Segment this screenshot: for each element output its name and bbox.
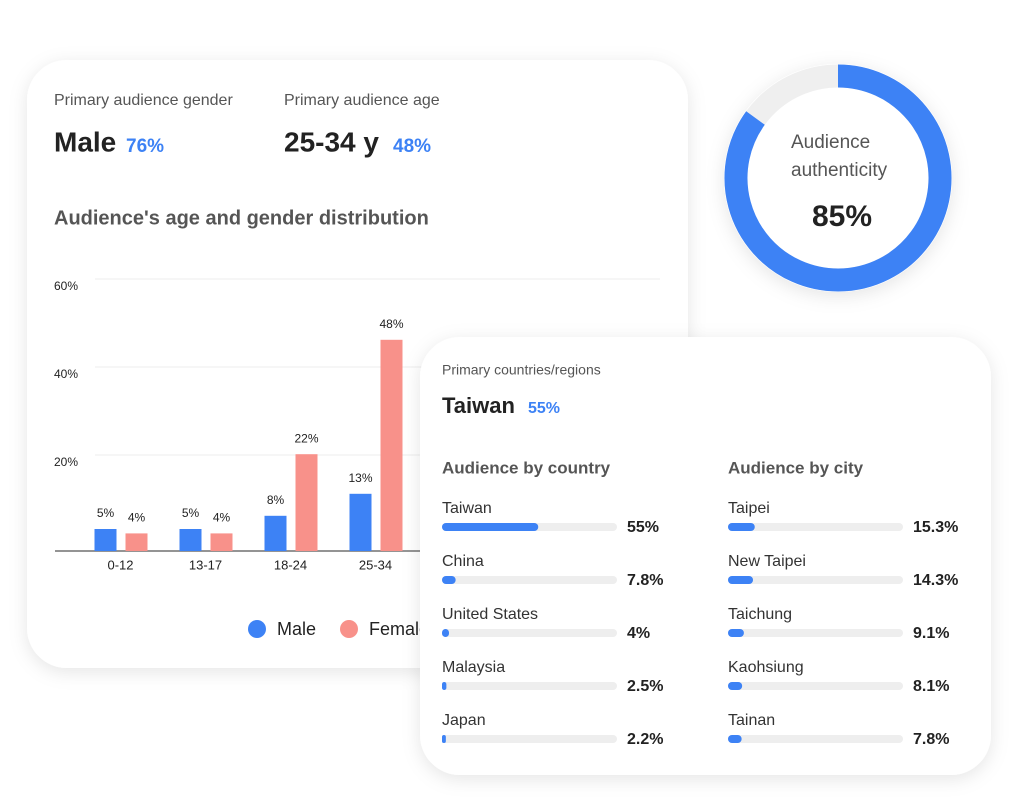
legend-marker [248, 620, 266, 638]
item-name: Tainan [728, 712, 775, 729]
value-label: 55% [627, 519, 659, 536]
authenticity-donut: Audience authenticity 85% [724, 64, 952, 292]
bar-track [728, 576, 903, 584]
bar [349, 493, 372, 551]
item-name: Taiwan [442, 500, 492, 517]
bar [442, 523, 539, 531]
y-tick-label: 40% [54, 367, 78, 381]
value-label: 7.8% [913, 731, 949, 748]
bar-track [728, 523, 903, 531]
donut-label: authenticity [791, 160, 888, 181]
age-value: 25-34 y [284, 126, 379, 157]
gender-share: 76% [126, 136, 164, 157]
bar [295, 454, 318, 551]
bar [264, 515, 287, 551]
donut-value: 85% [812, 200, 872, 233]
legend-label: Male [277, 619, 316, 639]
item-name: Japan [442, 712, 486, 729]
bar-track [728, 629, 903, 637]
value-label: 9.1% [913, 625, 949, 642]
bar [210, 533, 233, 551]
bar [380, 339, 403, 551]
bar-track [442, 682, 617, 690]
x-tick-label: 18-24 [274, 557, 307, 572]
regions-value: Taiwan [442, 393, 515, 418]
regions-label: Primary countries/regions [442, 362, 601, 378]
legend-marker [340, 620, 358, 638]
bar [728, 523, 755, 531]
bar [125, 533, 148, 551]
bar [728, 735, 742, 743]
legend-label: Female [369, 619, 429, 639]
value-label: 22% [294, 431, 318, 445]
bar-track [442, 576, 617, 584]
bar [442, 629, 449, 637]
value-label: 8% [267, 493, 285, 507]
bar [442, 682, 447, 690]
value-label: 4% [128, 511, 146, 525]
section-title: Audience by country [442, 458, 611, 477]
item-name: United States [442, 606, 538, 623]
donut-background [724, 64, 952, 292]
regions-share: 55% [528, 400, 560, 417]
value-label: 48% [379, 317, 403, 331]
bar-track [442, 629, 617, 637]
item-name: Malaysia [442, 659, 505, 676]
age-label: Primary audience age [284, 92, 440, 109]
value-label: 4% [627, 625, 650, 642]
bar-track [728, 682, 903, 690]
value-label: 7.8% [627, 572, 663, 589]
item-name: Taipei [728, 500, 770, 517]
value-label: 15.3% [913, 519, 958, 536]
donut-arc [724, 64, 952, 292]
bar [728, 682, 743, 690]
bar [728, 576, 754, 584]
section-title: Audience by city [728, 458, 864, 477]
chart-title: Audience's age and gender distribution [54, 207, 429, 229]
value-label: 2.5% [627, 678, 663, 695]
value-label: 4% [213, 511, 231, 525]
bar [442, 576, 456, 584]
item-name: Kaohsiung [728, 659, 804, 676]
y-tick-label: 20% [54, 455, 78, 469]
card-background [420, 337, 991, 775]
bar [94, 529, 117, 551]
bar [728, 629, 744, 637]
x-tick-label: 13-17 [189, 557, 222, 572]
x-tick-label: 0-12 [107, 557, 133, 572]
item-name: New Taipei [728, 553, 806, 570]
donut-label: Audience [791, 132, 870, 153]
regions-card: Primary countries/regions Taiwan 55% Aud… [420, 337, 991, 775]
y-tick-label: 60% [54, 279, 78, 293]
value-label: 2.2% [627, 731, 663, 748]
value-label: 5% [182, 506, 200, 520]
bar-track [442, 735, 617, 743]
age-share: 48% [393, 136, 431, 157]
value-label: 8.1% [913, 678, 949, 695]
bar [179, 529, 202, 551]
item-name: Taichung [728, 606, 792, 623]
value-label: 14.3% [913, 572, 958, 589]
item-name: China [442, 553, 484, 570]
value-label: 13% [348, 471, 372, 485]
gender-value: Male [54, 126, 116, 157]
bar-track [728, 735, 903, 743]
x-tick-label: 25-34 [359, 557, 392, 572]
gender-label: Primary audience gender [54, 92, 233, 109]
value-label: 5% [97, 506, 115, 520]
bar [442, 735, 446, 743]
